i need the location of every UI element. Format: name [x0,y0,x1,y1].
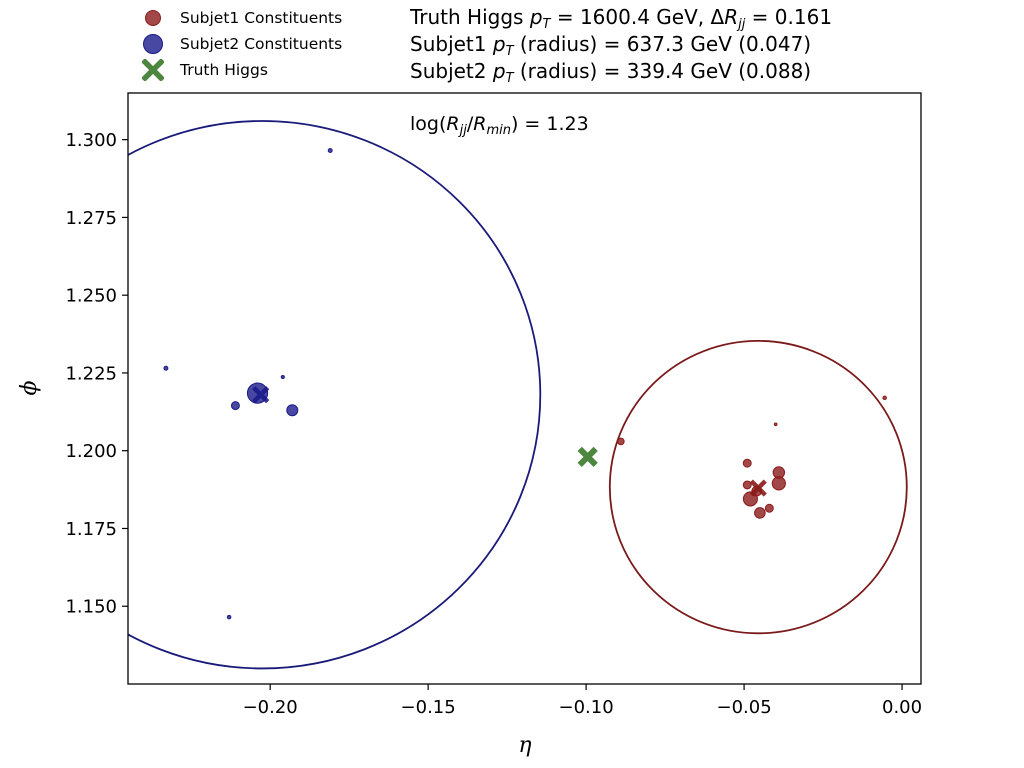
data-point [280,374,285,380]
info-subscript: T [505,71,514,86]
info-text: = 0.161 [745,5,833,29]
data-point [286,404,299,417]
subjet-axis-marker [749,479,767,497]
y-tick-label: 1.200 [65,441,117,462]
annotation-text: ) = 1.23 [510,113,589,135]
subjet-radius-circle-2 [128,120,542,670]
info-text: Subjet1 [410,32,493,56]
info-text: = 1600.4 GeV, Δ [550,5,725,29]
subjet1-info: Subjet1 pT (radius) = 637.3 GeV (0.047) [410,31,811,65]
y-tick-label: 1.150 [65,597,117,618]
y-axis-label: ϕ [17,381,42,396]
info-text: Subjet2 [410,59,493,83]
legend-label: Truth Higgs [180,61,268,79]
data-point [617,437,625,446]
data-point [226,614,232,620]
x-marker-icon [140,59,166,81]
truth-higgs-info: Truth Higgs pT = 1600.4 GeV, ΔRjj = 0.16… [410,4,832,38]
annotation-subscript: min [486,123,511,138]
subjet2-info: Subjet2 pT (radius) = 339.4 GeV (0.088) [410,58,811,92]
info-text: Truth Higgs [410,5,530,29]
subjet-radius-circle-1 [608,340,908,635]
circle-marker-icon [140,33,166,55]
data-point [742,480,752,490]
info-symbol: R [724,5,739,29]
y-axis: 1.150 1.175 1.200 1.225 1.250 1.275 1.300 [65,130,128,618]
data-point [882,395,887,401]
annotation-symbol: R [473,113,487,135]
plot-marks [128,120,908,670]
data-point [742,458,752,468]
info-text: (radius) = 339.4 GeV (0.088) [513,59,812,83]
legend-entry-subjet1: Subjet1 Constituents [140,5,342,31]
legend-entry-subjet2: Subjet2 Constituents [140,31,342,57]
data-point [163,365,169,371]
circle-marker-icon [140,7,166,29]
annotation-symbol: R [446,113,460,135]
annotation-text: / [466,113,474,135]
info-symbol: p [529,5,543,29]
info-symbol: p [492,32,506,56]
data-point [771,476,786,491]
x-tick-label: 0.00 [882,697,922,718]
data-point [773,422,778,427]
info-subscript: T [542,17,551,32]
info-subscript: jj [738,17,746,32]
log-ratio-annotation: log(Rjj/Rmin) = 1.23 [410,113,589,138]
data-point [754,507,766,519]
series-1 [617,395,887,519]
legend-label: Subjet1 Constituents [180,9,343,27]
y-tick-label: 1.225 [65,363,117,384]
y-tick-label: 1.250 [65,286,117,307]
x-axis: −0.20 −0.15 −0.10 −0.05 0.00 [243,684,922,718]
data-point [327,148,333,154]
y-tick-label: 1.175 [65,519,117,540]
subjet-axis-marker [252,386,270,404]
x-tick-label: −0.10 [559,697,614,718]
plot-frame [127,92,922,685]
info-text: (radius) = 637.3 GeV (0.047) [513,32,812,56]
legend-label: Subjet2 Constituents [180,35,343,53]
truth-higgs-marker [577,446,598,468]
data-point [764,503,774,513]
y-tick-label: 1.300 [65,130,117,151]
series-2 [163,148,333,620]
annotation-text: log( [410,113,447,135]
info-subscript: T [505,44,514,59]
x-tick-label: −0.20 [243,697,298,718]
data-point [230,401,240,411]
x-tick-label: −0.05 [716,697,771,718]
annotation-subscript: jj [459,123,467,138]
info-symbol: p [492,59,506,83]
legend-entry-truth-higgs: Truth Higgs [140,57,268,83]
x-axis-label: η [518,733,531,758]
x-tick-label: −0.15 [401,697,456,718]
y-tick-label: 1.275 [65,208,117,229]
